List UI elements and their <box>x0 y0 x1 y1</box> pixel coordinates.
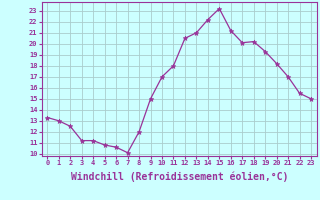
X-axis label: Windchill (Refroidissement éolien,°C): Windchill (Refroidissement éolien,°C) <box>70 172 288 182</box>
